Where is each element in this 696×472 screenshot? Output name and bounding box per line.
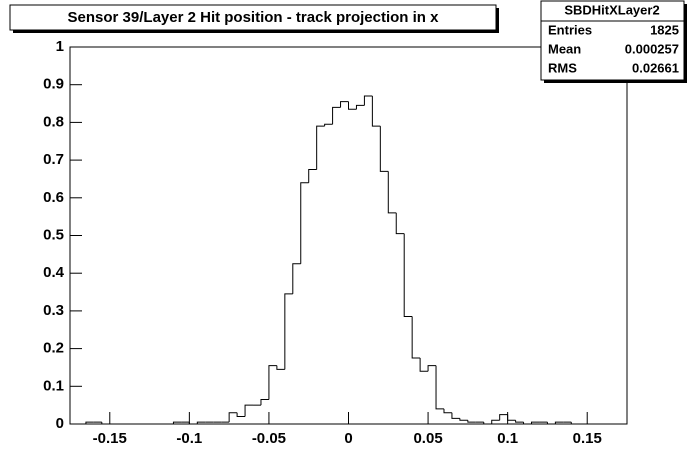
x-tick-label: -0.1: [176, 430, 202, 447]
bin: [172, 421, 182, 424]
stats-value: 1825: [650, 22, 679, 37]
bin: [523, 422, 532, 425]
bin: [292, 263, 301, 294]
bin: [459, 418, 468, 421]
y-tick-label: 0.9: [43, 76, 64, 93]
bin: [276, 365, 285, 370]
bin: [443, 408, 452, 414]
stats-title: SBDHitXLayer2: [564, 2, 659, 17]
stats-label: Entries: [548, 22, 592, 37]
bin: [260, 398, 269, 406]
y-tick-label: 0.4: [43, 264, 65, 281]
x-tick-label: 0: [344, 430, 352, 447]
x-tick-label: 0.15: [573, 430, 602, 447]
bin: [570, 422, 580, 425]
y-tick-label: 0.7: [43, 151, 64, 168]
bin: [268, 365, 277, 400]
bin: [188, 422, 198, 425]
stats-label: Mean: [548, 41, 581, 56]
bin: [284, 293, 293, 370]
bin: [379, 126, 389, 172]
y-tick-label: 0: [56, 415, 64, 432]
bin: [467, 420, 476, 423]
bin: [419, 358, 429, 372]
bin: [228, 412, 238, 423]
x-tick-label: 0.05: [413, 430, 442, 447]
bin: [332, 106, 341, 125]
bin: [491, 419, 500, 424]
bin: [324, 123, 333, 127]
bin: [300, 182, 309, 264]
title-box: [9, 4, 497, 31]
bin: [427, 365, 437, 372]
bin: [515, 420, 524, 423]
bin: [435, 365, 444, 410]
bin: [355, 104, 365, 110]
bin: [316, 125, 325, 170]
bin: [531, 421, 540, 424]
bin: [348, 101, 357, 110]
bin: [85, 421, 94, 424]
chart-title: Sensor 39/Layer 2 Hit position - track p…: [68, 9, 440, 26]
bin: [411, 316, 421, 359]
bin: [483, 422, 492, 425]
bin: [340, 101, 349, 108]
frame: [69, 46, 628, 425]
y-tick-label: 0.8: [43, 113, 64, 130]
bin: [363, 95, 373, 106]
bin: [403, 233, 413, 318]
stats-box: [540, 0, 685, 81]
y-tick-label: 0.1: [43, 377, 64, 394]
bin: [507, 414, 516, 421]
y-tick-label: 1: [56, 38, 64, 55]
bin: [499, 414, 508, 421]
bin: [236, 412, 246, 417]
y-tick-label: 0.5: [43, 226, 64, 243]
bin: [546, 422, 556, 425]
stats-label: RMS: [548, 60, 577, 75]
x-tick-label: 0.1: [497, 430, 518, 447]
stats-value: 0.000257: [625, 41, 679, 56]
y-tick-label: 0.6: [43, 189, 64, 206]
bin: [244, 404, 254, 417]
x-tick-label: -0.15: [93, 430, 127, 447]
bin: [395, 212, 405, 235]
x-tick-label: -0.05: [252, 430, 286, 447]
stats-value: 0.02661: [632, 60, 679, 75]
bin: [451, 412, 460, 419]
bin: [101, 422, 110, 425]
bin: [554, 421, 564, 424]
y-tick-label: 0.2: [43, 340, 64, 357]
bin: [308, 169, 317, 183]
bin: [196, 421, 206, 424]
bin: [387, 171, 397, 214]
bin: [371, 96, 381, 127]
y-tick-label: 0.3: [43, 302, 64, 319]
